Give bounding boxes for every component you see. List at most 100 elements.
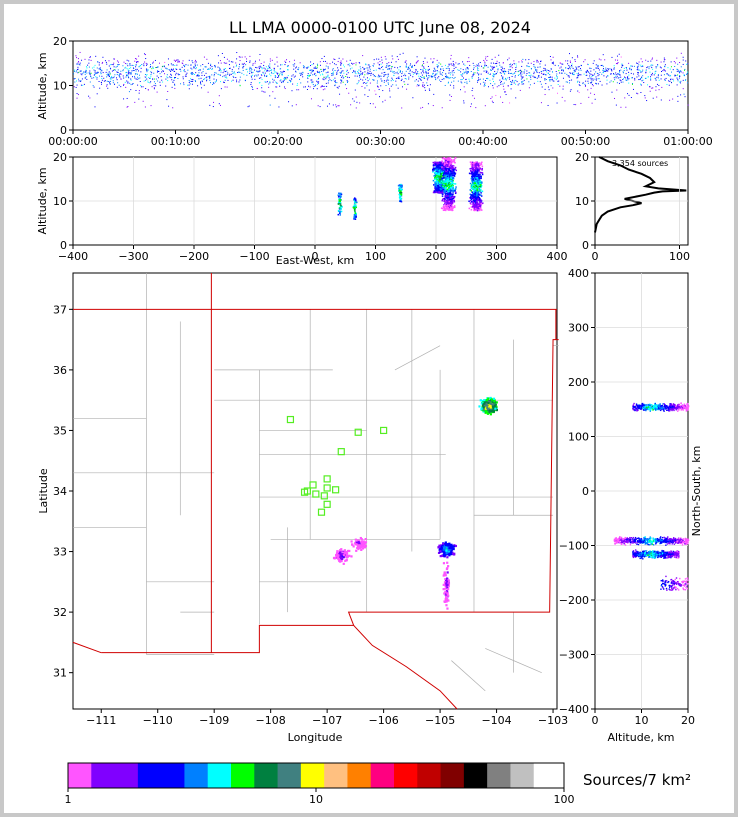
- time-height-point: [295, 67, 297, 69]
- time-height-point: [154, 59, 156, 61]
- east-west-point: [441, 184, 444, 187]
- time-height-point: [401, 71, 403, 73]
- east-west-point: [474, 195, 476, 198]
- time-height-point: [157, 77, 159, 79]
- east-west-point: [479, 164, 481, 167]
- time-height-point: [276, 82, 278, 84]
- time-height-point: [591, 81, 593, 83]
- east-west-point: [444, 190, 446, 192]
- time-height-point: [670, 78, 672, 80]
- time-height-point: [277, 75, 279, 77]
- time-height-point: [348, 63, 350, 65]
- time-height-point: [249, 66, 251, 68]
- time-height-point: [99, 67, 101, 69]
- time-height-point: [145, 68, 147, 70]
- time-height-point: [395, 72, 397, 74]
- time-height-point: [319, 71, 321, 73]
- time-height-point: [219, 60, 221, 62]
- east-west-point: [440, 176, 442, 179]
- east-west-point: [450, 165, 453, 168]
- east-west-point: [446, 195, 448, 197]
- time-height-point: [251, 69, 253, 71]
- time-height-point: [538, 76, 540, 78]
- time-height-point: [680, 71, 682, 73]
- time-height-point: [613, 67, 615, 69]
- time-height-point: [487, 55, 489, 57]
- time-height-point: [76, 63, 78, 65]
- time-height-point: [575, 66, 577, 68]
- time-height-point: [622, 64, 624, 66]
- east-west-point: [444, 193, 447, 195]
- time-height-point: [501, 70, 503, 72]
- east-west-point: [471, 180, 474, 183]
- time-height-point: [536, 60, 538, 62]
- east-west-point: [434, 190, 436, 192]
- east-west-point: [454, 192, 457, 195]
- time-height-point: [547, 86, 549, 88]
- time-height-point: [597, 65, 599, 67]
- time-height-point: [167, 77, 169, 79]
- time-height-point: [146, 69, 148, 71]
- time-height-point: [669, 68, 671, 70]
- time-height-point: [89, 56, 91, 58]
- time-height-point: [372, 79, 374, 81]
- time-height-point: [342, 75, 344, 77]
- time-height-point: [411, 66, 413, 68]
- east-west-point: [472, 185, 475, 188]
- east-west-point: [470, 195, 472, 197]
- east-west-point: [437, 171, 439, 174]
- east-west-point: [480, 171, 483, 174]
- time-height-point: [234, 73, 236, 75]
- east-west-point: [473, 177, 476, 180]
- time-height-point: [545, 83, 547, 85]
- time-height-point: [220, 69, 222, 71]
- time-height-point: [201, 74, 203, 76]
- time-height-point: [592, 79, 594, 81]
- east-west-point: [449, 170, 452, 173]
- time-height-point: [466, 72, 468, 74]
- time-height-point: [357, 72, 359, 74]
- time-height-point: [268, 70, 270, 72]
- east-west-point: [475, 189, 477, 192]
- east-west-point: [433, 163, 436, 166]
- time-height-point: [404, 78, 406, 80]
- time-height-point: [638, 75, 640, 77]
- time-height-point: [613, 73, 615, 75]
- time-height-point: [324, 85, 326, 87]
- time-height-point: [413, 72, 415, 74]
- time-height-point: [589, 73, 591, 75]
- time-height-point: [611, 91, 613, 93]
- east-west-point: [448, 192, 450, 195]
- time-height-point: [557, 65, 559, 67]
- time-height-point: [432, 73, 434, 75]
- east-west-point: [478, 190, 480, 192]
- time-height-point: [243, 63, 245, 65]
- time-height-point: [227, 72, 229, 74]
- time-height-point: [503, 70, 505, 72]
- time-height-point: [402, 52, 404, 54]
- time-height-point: [110, 78, 112, 80]
- time-height-point: [668, 84, 670, 86]
- time-height-point: [412, 76, 414, 78]
- time-height-point: [461, 79, 463, 81]
- time-height-point: [386, 66, 388, 68]
- time-height-point: [117, 69, 119, 71]
- time-height-point: [100, 81, 102, 83]
- time-height-point: [269, 65, 271, 67]
- time-height-point: [505, 77, 507, 79]
- time-height-point: [620, 69, 622, 71]
- time-height-point: [210, 82, 212, 84]
- time-height-point: [233, 71, 235, 73]
- time-height-point: [540, 71, 542, 73]
- time-height-point: [571, 63, 573, 65]
- time-height-point: [276, 72, 278, 74]
- east-west-point: [449, 205, 451, 208]
- time-height-point: [421, 77, 423, 79]
- time-height-point: [227, 79, 229, 81]
- time-height-point: [687, 63, 689, 65]
- time-height-point: [242, 67, 244, 69]
- time-height-point: [537, 80, 539, 82]
- time-height-point: [372, 103, 374, 105]
- time-height-point: [549, 77, 551, 79]
- time-height-point: [296, 66, 298, 68]
